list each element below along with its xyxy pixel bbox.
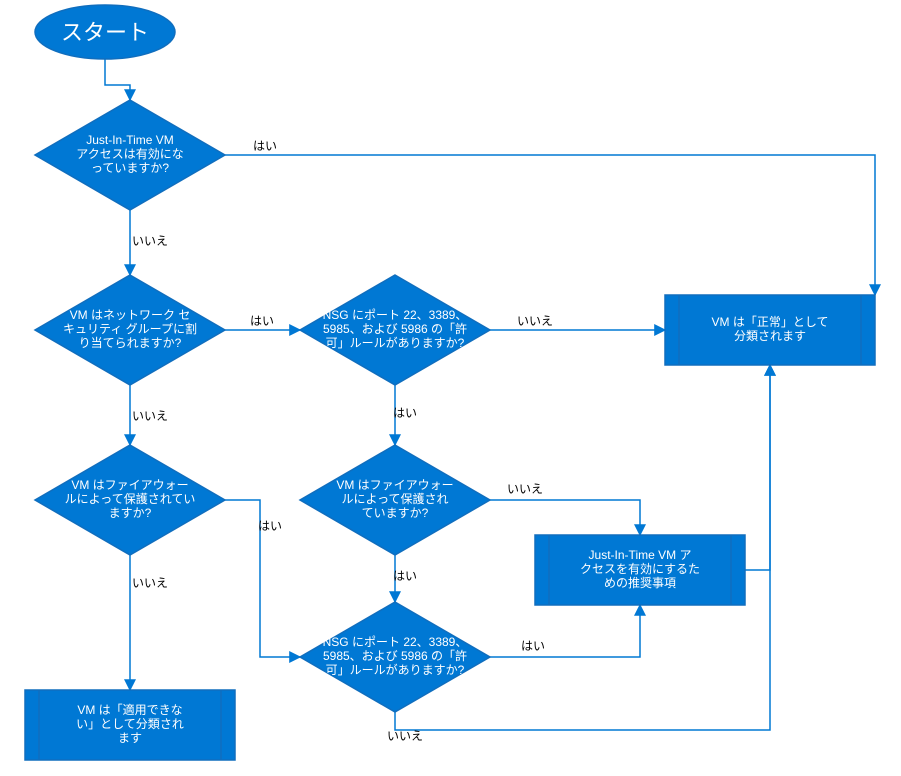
node-text-line: 可」ルールがありますか? <box>326 662 465 677</box>
node-text-line: Just-In-Time VM ア <box>589 548 692 562</box>
node-text-line: NSG にポート 22、3389、 <box>323 635 468 649</box>
node-start: スタート <box>35 5 175 59</box>
node-text-line: VM はネットワーク セ <box>70 308 191 322</box>
edge-p_reco-p_healthy <box>745 365 770 570</box>
node-d_fw_right: VM はファイアウォールによって保護されていますか? <box>300 445 490 555</box>
node-text-line: VM はファイアウォー <box>71 478 188 492</box>
node-d_ports1: NSG にポート 22、3389、5985、および 5986 の「許可」ルールが… <box>300 275 490 385</box>
node-p_healthy: VM は「正常」として分類されます <box>665 295 875 365</box>
node-text-line: ルによって保護され <box>341 491 448 506</box>
node-d_fw_left: VM はファイアウォールによって保護されていますか? <box>35 445 225 555</box>
node-d_ports2: NSG にポート 22、3389、5985、および 5986 の「許可」ルールが… <box>300 602 490 712</box>
node-text-line: り当てられますか? <box>79 336 182 350</box>
edge-label-d_ports1-d_fw_right: はい <box>393 406 417 420</box>
node-d_nsg: VM はネットワーク セキュリティ グループに割り当てられますか? <box>35 275 225 385</box>
node-text-line: VM はファイアウォー <box>336 478 453 492</box>
node-text-line: クセスを有効にするた <box>580 561 700 576</box>
edge-label-d_nsg-d_ports1: はい <box>250 314 274 328</box>
node-text-line: VM は「適用できな <box>77 702 182 717</box>
node-text-line: Just-In-Time VM <box>86 133 174 147</box>
node-text-line: キュリティ グループに割 <box>63 321 197 336</box>
node-text-line: ルによって保護されてい <box>65 491 196 506</box>
node-text-line: ますか? <box>109 506 152 520</box>
edge-label-d_ports2-p_reco: はい <box>521 639 545 653</box>
node-text-line: 分類されます <box>734 329 806 343</box>
edges-group: はいいいえはいいいえいいえはいいいえはいいいえはいはいいいえ <box>105 59 875 743</box>
edge-label-d_ports1-p_healthy: いいえ <box>517 314 553 328</box>
edge-label-d_nsg-d_fw_left: いいえ <box>132 409 168 423</box>
node-p_reco: Just-In-Time VM アクセスを有効にするための推奨事項 <box>535 535 745 605</box>
node-d_jit: Just-In-Time VMアクセスは有効になっていますか? <box>35 100 225 210</box>
edge-label-d_fw_left-d_ports2: はい <box>258 519 282 533</box>
node-text-line: アクセスは有効にな <box>76 146 183 161</box>
edge-label-d_ports2-p_healthy: いいえ <box>387 729 423 743</box>
node-text-line: VM は「正常」として <box>712 315 829 329</box>
edge-label-d_jit-d_nsg: いいえ <box>132 234 168 248</box>
node-text-line: 5985、および 5986 の「許 <box>323 649 467 663</box>
edge-label-d_fw_right-d_ports2: はい <box>393 569 417 583</box>
edge-start-d_jit <box>105 59 130 100</box>
nodes-group: スタート Just-In-Time VMアクセスは有効になっていますか? VM はネ… <box>25 5 875 760</box>
edge-d_jit-p_healthy <box>225 155 875 295</box>
node-p_na: VM は「適用できない」として分類されます <box>25 690 235 760</box>
edge-d_ports2-p_reco <box>490 605 640 657</box>
flowchart-svg: はいいいえはいいいえいいえはいいいえはいいいえはいはいいいえスタートJust-I… <box>0 0 901 776</box>
edge-d_fw_right-p_reco <box>490 500 640 535</box>
edge-label-d_jit-p_healthy: はい <box>253 139 277 153</box>
node-text-line: っていますか? <box>91 161 169 175</box>
node-text-line: ていますか? <box>362 506 429 520</box>
node-text-line: ます <box>118 731 142 745</box>
start-label: スタート <box>61 20 149 45</box>
edge-label-d_fw_left-p_na: いいえ <box>132 576 168 590</box>
node-text-line: めの推奨事項 <box>604 576 676 590</box>
node-text-line: 可」ルールがありますか? <box>326 335 465 350</box>
node-text-line: い」として分類され <box>76 717 184 731</box>
edge-label-d_fw_right-p_reco: いいえ <box>507 482 543 496</box>
node-text-line: 5985、および 5986 の「許 <box>323 322 467 336</box>
node-text-line: NSG にポート 22、3389、 <box>323 308 468 322</box>
